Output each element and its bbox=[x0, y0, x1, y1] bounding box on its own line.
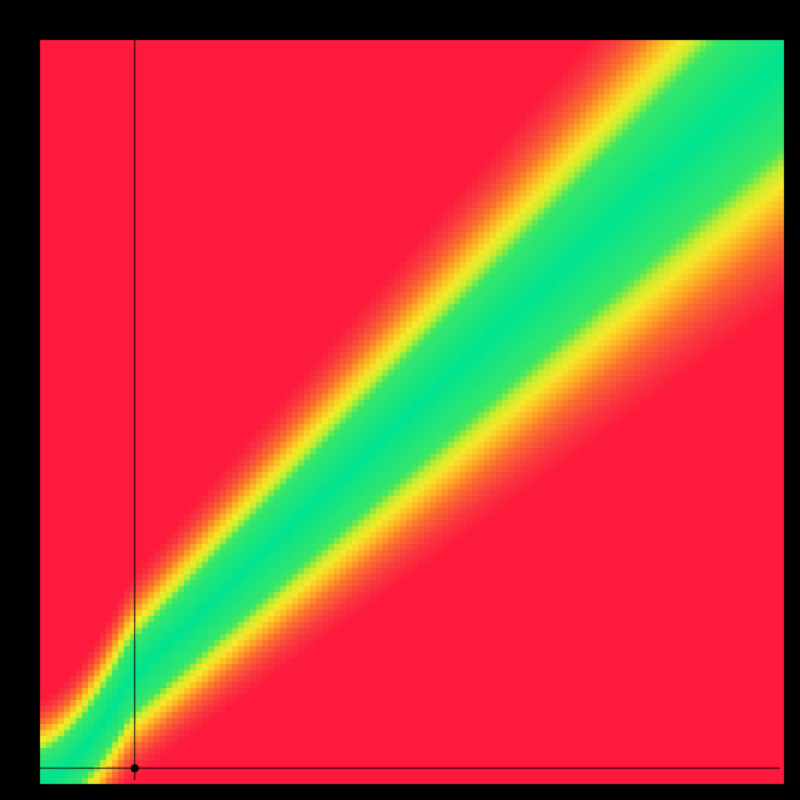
chart-container: { "watermark": { "text": "TheBottleneck.… bbox=[0, 0, 800, 800]
bottleneck-heatmap bbox=[0, 0, 800, 800]
